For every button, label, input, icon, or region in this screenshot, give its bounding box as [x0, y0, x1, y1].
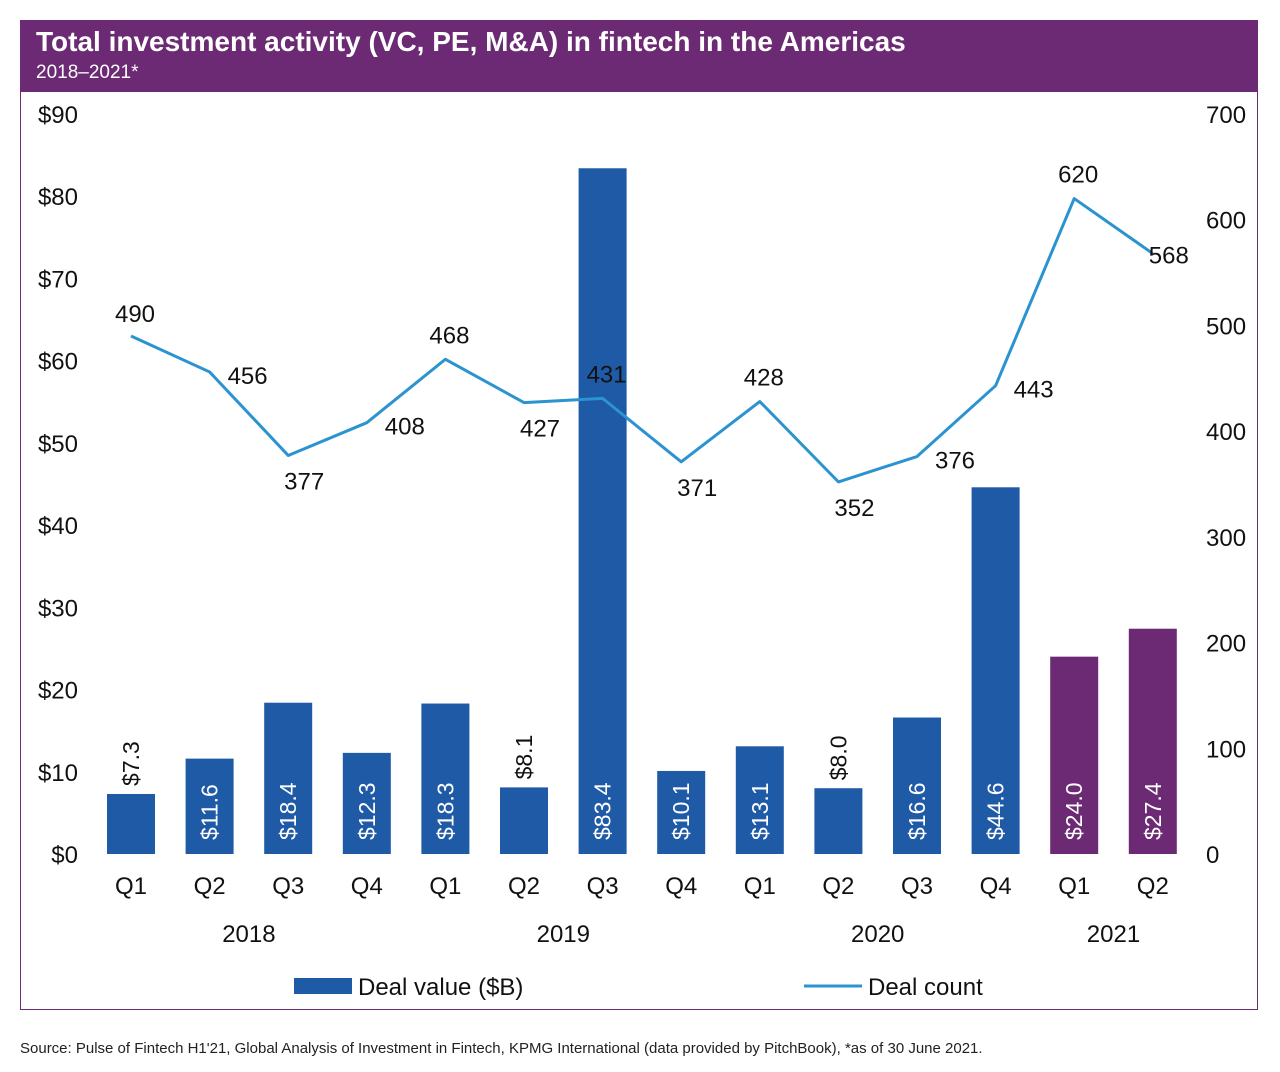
deal-value-bar: [500, 787, 548, 854]
deal-value-label: $44.6: [983, 782, 1009, 840]
deal-count-label: 456: [228, 363, 268, 390]
chart-header: Total investment activity (VC, PE, M&A) …: [20, 20, 1258, 92]
x-tick-label: Q3: [901, 873, 933, 900]
x-tick-label: Q1: [1058, 873, 1090, 900]
y-left-tick-label: $40: [38, 513, 78, 540]
y-right-tick-label: 100: [1206, 736, 1246, 763]
y-left-tick-label: $70: [38, 266, 78, 293]
y-right-tick-label: 500: [1206, 313, 1246, 340]
x-tick-label: Q1: [115, 873, 147, 900]
legend-label-deal-count: Deal count: [868, 974, 983, 1001]
year-label: 2019: [537, 921, 590, 948]
deal-value-bar: [893, 717, 941, 854]
deal-value-bar: [657, 770, 706, 854]
x-tick-label: Q4: [665, 873, 697, 900]
deal-count-label: 468: [429, 322, 469, 349]
deal-value-label: $24.0: [1061, 782, 1087, 840]
deal-count-label: 377: [284, 468, 324, 495]
deal-count-label: 352: [834, 495, 874, 522]
year-label: 2020: [851, 921, 904, 948]
chart-subtitle: 2018–2021*: [36, 62, 139, 83]
deal-value-label: $18.4: [275, 782, 301, 840]
chart-title: Total investment activity (VC, PE, M&A) …: [36, 26, 906, 57]
deal-count-label: 428: [744, 365, 784, 392]
source-note: Source: Pulse of Fintech H1'21, Global A…: [20, 1040, 983, 1057]
x-tick-label: Q1: [429, 873, 461, 900]
y-left-tick-label: $60: [38, 349, 78, 376]
deal-value-bar: [107, 793, 155, 854]
deal-value-bar: [735, 746, 784, 854]
deal-value-label: $8.0: [825, 735, 851, 780]
deal-value-label: $8.1: [511, 735, 537, 780]
legend-swatch-deal-value: [294, 978, 352, 994]
y-left-tick-label: $0: [51, 842, 78, 869]
deal-value-label: $18.3: [432, 782, 458, 840]
y-right-tick-label: 200: [1206, 631, 1246, 658]
year-label: 2021: [1087, 921, 1140, 948]
y-right-tick-label: 0: [1206, 842, 1219, 869]
deal-count-label: 371: [677, 475, 717, 502]
deal-count-label: 376: [935, 448, 975, 475]
deal-value-label: $27.4: [1140, 782, 1166, 840]
x-tick-label: Q4: [351, 873, 383, 900]
x-tick-label: Q2: [822, 873, 854, 900]
deal-value-label: $7.3: [118, 741, 144, 786]
deal-value-bar: [421, 703, 470, 854]
deal-value-label: $16.6: [904, 782, 930, 840]
y-right-tick-label: 300: [1206, 525, 1246, 552]
x-tick-label: Q2: [508, 873, 540, 900]
x-tick-label: Q2: [194, 873, 226, 900]
deal-value-bar: [185, 758, 234, 854]
y-right-tick-label: 600: [1206, 208, 1246, 235]
deal-value-bar: [264, 702, 313, 854]
deal-count-label: 620: [1058, 162, 1098, 189]
deal-count-label: 408: [385, 414, 425, 441]
deal-count-label: 427: [520, 416, 560, 443]
x-tick-label: Q1: [744, 873, 776, 900]
deal-value-label: $13.1: [747, 782, 773, 840]
chart-canvas: $0 $10 $20 $30 $40 $50 $60 $70 $80 $90 0 100 200 300 4…: [38, 102, 1246, 1001]
y-left-tick-label: $30: [38, 595, 78, 622]
y-left-tick-label: $10: [38, 760, 78, 787]
y-right-tick-label: 400: [1206, 419, 1246, 446]
deal-value-bar: [971, 487, 1020, 854]
deal-count-line: [130, 197, 1154, 484]
x-tick-label: Q2: [1137, 873, 1169, 900]
deal-value-label: $11.6: [197, 784, 223, 840]
deal-value-label: $12.3: [354, 782, 380, 840]
deal-count-label: 490: [115, 301, 155, 328]
x-tick-label: Q4: [980, 873, 1012, 900]
x-tick-label: Q3: [587, 873, 619, 900]
deal-value-bar: [342, 752, 391, 854]
y-left-tick-label: $50: [38, 431, 78, 458]
deal-value-label: $10.1: [668, 782, 694, 840]
deal-value-bar: [1128, 628, 1177, 854]
deal-value-bar: [814, 788, 863, 854]
y-right-tick-label: 700: [1206, 102, 1246, 129]
y-left-tick-label: $90: [38, 102, 78, 129]
y-left-tick-label: $20: [38, 678, 78, 705]
deal-value-bar: [1050, 656, 1099, 854]
year-label: 2018: [222, 921, 275, 948]
deal-count-label: 431: [587, 361, 627, 388]
deal-count-label: 443: [1014, 377, 1054, 404]
deal-value-bar: [578, 168, 627, 854]
x-tick-label: Q3: [272, 873, 304, 900]
y-left-tick-label: $80: [38, 184, 78, 211]
deal-value-label: $83.4: [590, 782, 616, 840]
deal-count-label: 568: [1149, 243, 1189, 270]
legend-label-deal-value: Deal value ($B): [358, 974, 523, 1001]
